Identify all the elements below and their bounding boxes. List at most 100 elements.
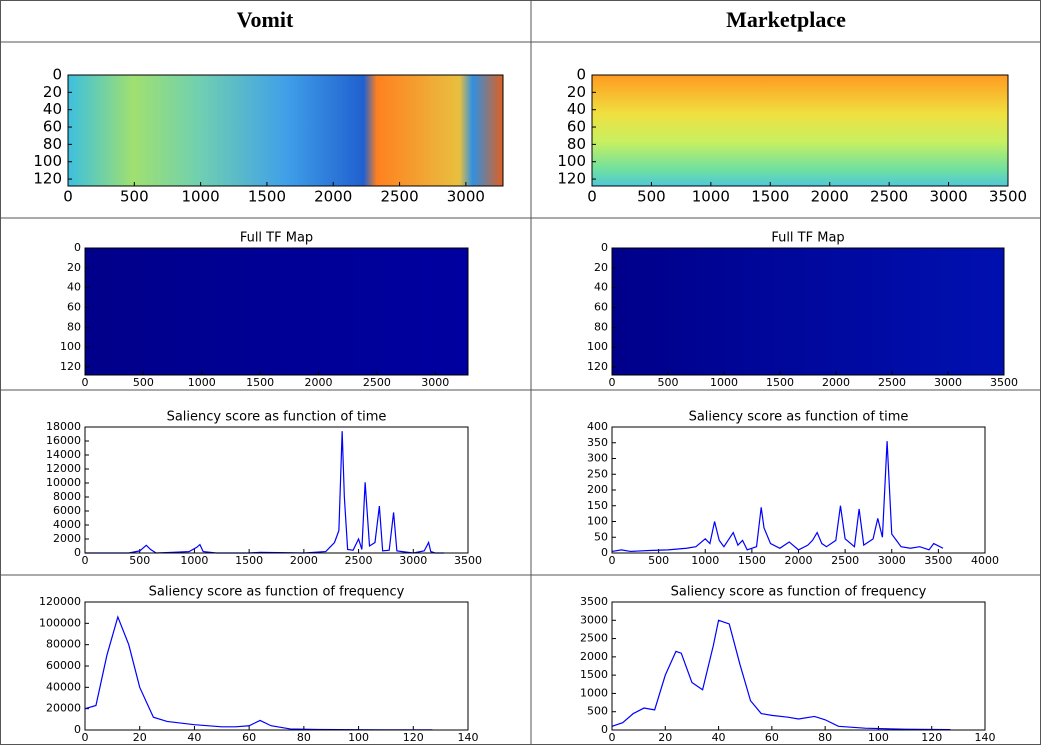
- y-tick-label: 60: [567, 118, 586, 136]
- x-tick-label: 1000: [180, 554, 208, 567]
- y-tick-label: 80: [43, 135, 62, 153]
- x-tick-label: 120: [921, 731, 942, 744]
- x-tick-label: 3500: [454, 554, 482, 567]
- y-tick-label: 40: [567, 100, 586, 118]
- x-tick-label: 20: [658, 731, 672, 744]
- x-tick-label: 1500: [751, 188, 789, 206]
- chart-title: Full TF Map: [771, 231, 844, 246]
- x-tick-label: 1500: [235, 554, 263, 567]
- x-tick-label: 2500: [878, 376, 906, 389]
- y-tick-label: 120: [60, 360, 81, 373]
- y-tick-label: 350: [587, 436, 608, 449]
- x-tick-label: 0: [609, 731, 616, 744]
- x-tick-label: 500: [133, 376, 154, 389]
- x-tick-label: 1000: [692, 188, 730, 206]
- plot-frame: [84, 601, 469, 731]
- y-tick-label: 1000: [580, 686, 608, 699]
- x-tick-label: 140: [458, 731, 479, 744]
- x-tick-label: 2500: [345, 554, 373, 567]
- y-tick-label: 100000: [39, 616, 81, 629]
- plot-frame: [67, 74, 504, 187]
- x-tick-label: 40: [712, 731, 726, 744]
- chart-title: Saliency score as function of time: [689, 410, 909, 425]
- x-tick-label: 1500: [248, 188, 286, 206]
- y-tick-label: 120: [33, 170, 62, 188]
- x-tick-label: 500: [129, 554, 150, 567]
- x-tick-label: 2500: [831, 554, 859, 567]
- column-header: Vomit: [237, 7, 294, 32]
- y-tick-label: 4000: [53, 518, 81, 531]
- y-tick-label: 14000: [46, 448, 81, 461]
- x-tick-label: 0: [82, 731, 89, 744]
- y-tick-label: 18000: [46, 420, 81, 433]
- y-tick-label: 0: [576, 66, 586, 84]
- x-tick-label: 2000: [822, 376, 850, 389]
- y-tick-label: 100: [587, 515, 608, 528]
- x-tick-label: 80: [818, 731, 832, 744]
- x-tick-label: 2000: [314, 188, 352, 206]
- x-tick-label: 1500: [766, 376, 794, 389]
- y-tick-label: 50: [594, 530, 608, 543]
- y-tick-label: 200: [587, 483, 608, 496]
- y-tick-label: 40: [594, 281, 608, 294]
- x-tick-label: 20: [133, 731, 147, 744]
- y-tick-label: 0: [601, 241, 608, 254]
- x-tick-label: 100: [348, 731, 369, 744]
- x-tick-label: 80: [297, 731, 311, 744]
- x-tick-label: 2000: [290, 554, 318, 567]
- chart-title: Full TF Map: [240, 231, 313, 246]
- y-tick-label: 60000: [46, 659, 81, 672]
- y-tick-label: 0: [601, 546, 608, 559]
- y-tick-label: 60: [594, 301, 608, 314]
- x-tick-label: 0: [609, 554, 616, 567]
- x-tick-label: 2000: [305, 376, 333, 389]
- x-tick-label: 3000: [421, 376, 449, 389]
- x-tick-label: 100: [868, 731, 889, 744]
- y-tick-label: 40: [43, 100, 62, 118]
- x-tick-label: 40: [187, 731, 201, 744]
- x-tick-label: 3000: [934, 376, 962, 389]
- x-tick-label: 500: [658, 376, 679, 389]
- x-tick-label: 500: [637, 188, 666, 206]
- y-tick-label: 100: [557, 152, 586, 170]
- y-tick-label: 80: [567, 135, 586, 153]
- y-tick-label: 3500: [580, 595, 608, 608]
- plot-frame: [611, 601, 986, 731]
- x-tick-label: 1000: [691, 554, 719, 567]
- series-line: [611, 441, 944, 553]
- y-tick-label: 100: [587, 340, 608, 353]
- y-tick-label: 120: [587, 360, 608, 373]
- x-tick-label: 3000: [399, 554, 427, 567]
- x-tick-label: 60: [242, 731, 256, 744]
- plot-frame: [84, 426, 469, 554]
- x-tick-label: 60: [765, 731, 779, 744]
- x-tick-label: 1500: [738, 554, 766, 567]
- y-tick-label: 250: [587, 467, 608, 480]
- heatmap-image: [85, 248, 468, 375]
- x-tick-label: 0: [587, 188, 597, 206]
- x-tick-label: 3500: [990, 376, 1018, 389]
- y-tick-label: 80: [67, 320, 81, 333]
- x-tick-label: 1000: [182, 188, 220, 206]
- x-tick-label: 3500: [924, 554, 952, 567]
- x-tick-label: 0: [609, 376, 616, 389]
- x-tick-label: 2500: [380, 188, 418, 206]
- x-tick-label: 1000: [710, 376, 738, 389]
- chart-title: Saliency score as function of frequency: [671, 585, 927, 600]
- x-tick-label: 2500: [870, 188, 908, 206]
- x-tick-label: 3000: [929, 188, 967, 206]
- plot-frame: [611, 247, 1005, 376]
- y-tick-label: 100: [33, 152, 62, 170]
- x-tick-label: 3000: [878, 554, 906, 567]
- x-tick-label: 2000: [811, 188, 849, 206]
- y-tick-label: 40000: [46, 680, 81, 693]
- y-tick-label: 20: [567, 83, 586, 101]
- x-tick-label: 0: [82, 376, 89, 389]
- y-tick-label: 3000: [580, 613, 608, 626]
- y-tick-label: 150: [587, 499, 608, 512]
- chart-title: Saliency score as function of frequency: [149, 585, 405, 600]
- heatmap-image: [68, 75, 503, 186]
- x-tick-label: 500: [648, 554, 669, 567]
- x-tick-label: 4000: [971, 554, 999, 567]
